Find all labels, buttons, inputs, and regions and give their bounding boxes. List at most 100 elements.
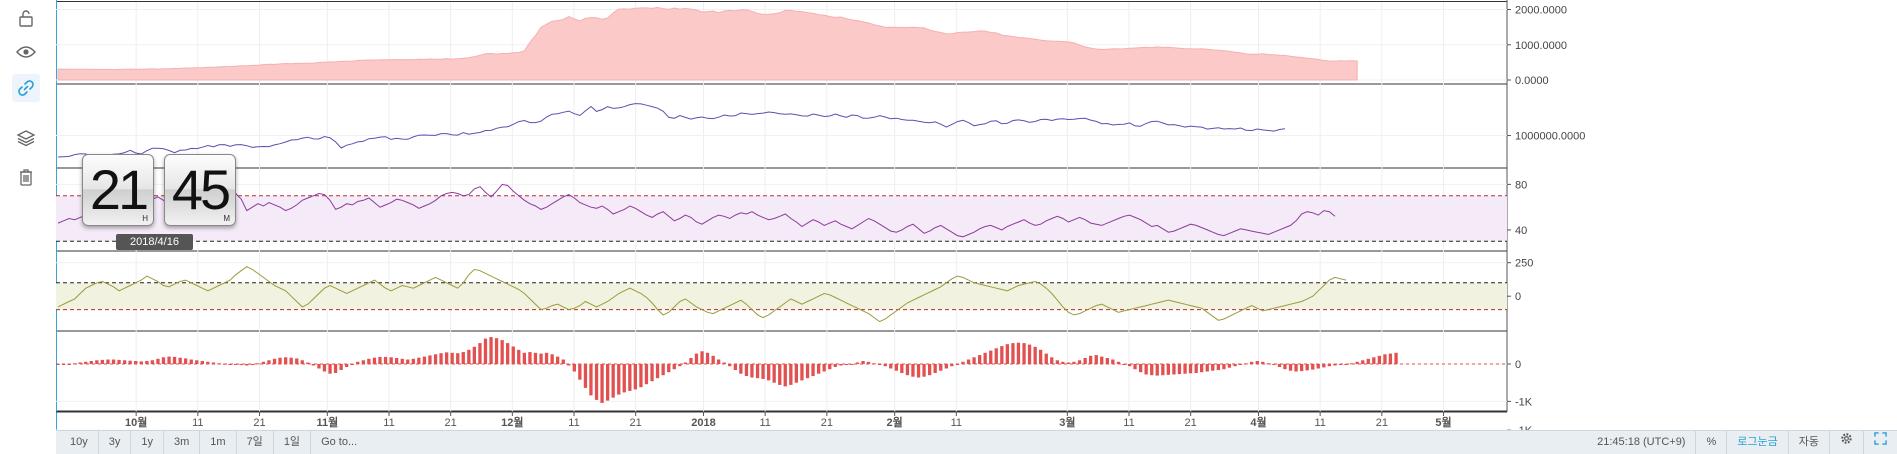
histogram-bar xyxy=(1077,360,1082,364)
histogram-bar xyxy=(661,364,665,376)
settings-gear-icon[interactable] xyxy=(1829,431,1863,454)
histogram-bar xyxy=(1283,364,1287,370)
unlock-icon[interactable] xyxy=(12,4,40,32)
y-tick-label: 250 xyxy=(1515,258,1533,270)
layers-icon[interactable] xyxy=(12,124,40,152)
histogram-bar xyxy=(489,337,493,364)
histogram-bar xyxy=(544,352,549,364)
histogram-bar xyxy=(1150,364,1154,376)
log-scale-toggle[interactable]: 로그눈금 xyxy=(1726,431,1787,454)
histogram-bar xyxy=(939,364,943,371)
histogram-bar xyxy=(711,355,715,364)
histogram-bar xyxy=(1172,364,1176,375)
histogram-bar xyxy=(1005,344,1009,364)
histogram-bar xyxy=(1261,361,1265,364)
histogram-bar xyxy=(861,361,865,364)
range-button-3y[interactable]: 3y xyxy=(99,431,132,454)
histogram-bar xyxy=(195,360,199,364)
histogram-bar xyxy=(839,364,843,366)
histogram-bar xyxy=(533,352,538,364)
x-tick-label: 11 xyxy=(1314,417,1325,429)
histogram-bar xyxy=(583,364,588,388)
histogram-bar xyxy=(1305,364,1309,371)
histogram-bar xyxy=(1250,361,1254,364)
histogram-bar xyxy=(916,364,921,378)
trash-icon[interactable] xyxy=(12,163,40,191)
panel-3-group: 80 40 xyxy=(56,179,1527,242)
x-tick-label: 11월 xyxy=(316,415,338,429)
goto-button[interactable]: Go to... xyxy=(321,436,358,448)
histogram-bar xyxy=(1177,364,1182,375)
histogram-bar xyxy=(594,364,599,400)
histogram-bar xyxy=(1355,361,1359,364)
range-button-7d[interactable]: 7일 xyxy=(237,431,274,454)
histogram-bar xyxy=(622,364,626,393)
histogram-bar xyxy=(728,364,732,367)
link-icon[interactable] xyxy=(12,74,40,102)
histogram-bar xyxy=(145,361,149,364)
histogram-bar xyxy=(1394,352,1398,364)
range-button-3m[interactable]: 3m xyxy=(164,431,201,454)
histogram-bar xyxy=(1238,364,1243,365)
histogram-bar xyxy=(406,359,410,364)
range-button-10y[interactable]: 10y xyxy=(56,431,99,454)
histogram-bar xyxy=(1266,363,1270,365)
histogram-bar xyxy=(295,358,299,364)
fullscreen-icon[interactable] xyxy=(1863,431,1897,454)
histogram-bar xyxy=(89,361,93,364)
histogram-bar xyxy=(1366,358,1370,364)
histogram-bar xyxy=(1155,364,1159,376)
histogram-bar xyxy=(211,362,216,364)
percent-toggle[interactable]: % xyxy=(1695,431,1726,454)
histogram-bar xyxy=(356,361,360,364)
histogram-bar xyxy=(911,364,915,377)
histogram-bar xyxy=(1294,364,1298,372)
histogram-bar xyxy=(822,364,826,372)
auto-scale-toggle[interactable]: 자동 xyxy=(1787,431,1829,454)
line-series xyxy=(57,103,1286,159)
histogram-bar xyxy=(650,364,654,382)
x-tick-label: 11 xyxy=(759,417,770,429)
histogram-bar xyxy=(200,361,204,364)
histogram-bar xyxy=(272,358,277,364)
histogram-bar xyxy=(1000,346,1004,364)
clock-time: 21:45:18 (UTC+9) xyxy=(1597,436,1686,448)
histogram-bar xyxy=(172,356,177,364)
histogram-bar xyxy=(1200,364,1204,373)
histogram-bar xyxy=(1033,346,1037,364)
histogram-bar xyxy=(878,364,882,365)
histogram-bar xyxy=(1116,361,1121,364)
histogram-bar xyxy=(678,364,682,367)
range-button-1d[interactable]: 1일 xyxy=(274,431,312,454)
histogram-bar xyxy=(589,364,593,396)
histogram-bar xyxy=(922,364,926,377)
histogram-bar xyxy=(1344,364,1348,365)
chart-area[interactable]: 2000.0000 1000.0000 0.0000 1000000.0000 80 40… xyxy=(56,0,1897,453)
histogram-bar xyxy=(1194,364,1198,373)
histogram-bar xyxy=(556,356,560,365)
histogram-bar xyxy=(1288,364,1293,371)
eye-icon[interactable] xyxy=(12,38,40,66)
histogram-bar xyxy=(383,356,388,364)
histogram-bar xyxy=(1311,364,1315,370)
histogram-bar xyxy=(222,363,227,365)
histogram-bar xyxy=(1388,353,1393,365)
x-tick-label: 21 xyxy=(630,417,642,429)
histogram-bar xyxy=(134,361,138,364)
chart-svg[interactable]: 2000.0000 1000.0000 0.0000 1000000.0000 80 40… xyxy=(56,0,1897,430)
histogram-bar xyxy=(805,364,810,379)
histogram-bar xyxy=(1205,364,1209,372)
range-button-1m[interactable]: 1m xyxy=(200,431,237,454)
histogram-bar xyxy=(150,360,154,364)
histogram-bar xyxy=(300,360,304,364)
histogram-bar xyxy=(217,363,221,365)
histogram-bar xyxy=(1061,361,1065,364)
histogram-bar xyxy=(772,364,776,383)
histogram-bar xyxy=(794,364,798,383)
histogram-bar xyxy=(494,338,499,364)
range-button-1y[interactable]: 1y xyxy=(131,431,164,454)
histogram-bar xyxy=(445,352,449,364)
histogram-bar xyxy=(689,358,693,364)
histogram-bar xyxy=(1055,360,1059,364)
histogram-bar xyxy=(1011,343,1015,364)
